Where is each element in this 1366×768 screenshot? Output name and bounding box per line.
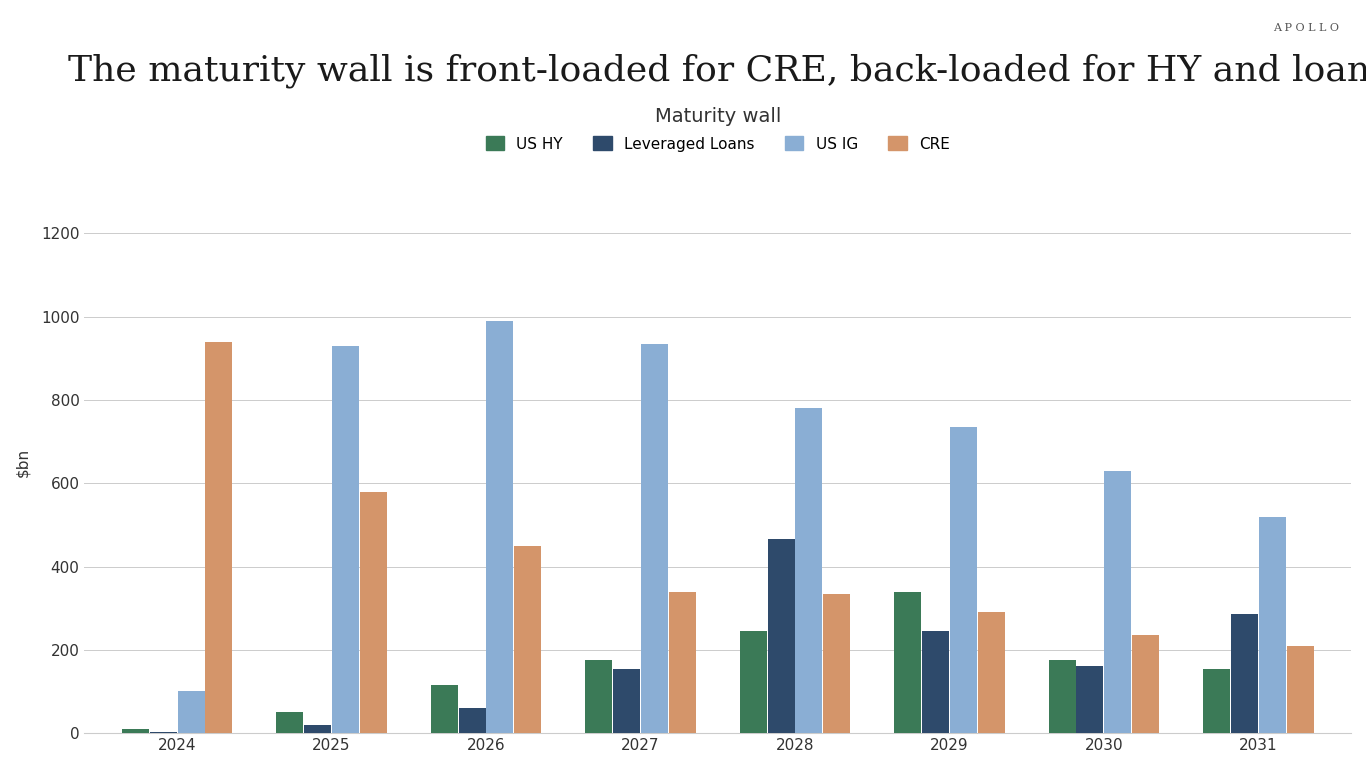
Bar: [1049, 660, 1075, 733]
Bar: [895, 591, 921, 733]
Bar: [740, 631, 766, 733]
Bar: [459, 708, 486, 733]
Legend: US HY, Leveraged Loans, US IG, CRE: US HY, Leveraged Loans, US IG, CRE: [478, 129, 958, 159]
Bar: [824, 594, 850, 733]
Bar: [1132, 635, 1160, 733]
Bar: [1258, 517, 1285, 733]
Bar: [1104, 471, 1131, 733]
Bar: [178, 691, 205, 733]
Bar: [276, 712, 303, 733]
Bar: [359, 492, 387, 733]
Bar: [1287, 646, 1314, 733]
Bar: [486, 321, 514, 733]
Bar: [613, 669, 641, 733]
Bar: [585, 660, 612, 733]
Text: The maturity wall is front-loaded for CRE, back-loaded for HY and loans, and fla: The maturity wall is front-loaded for CR…: [68, 54, 1366, 88]
Y-axis label: $bn: $bn: [15, 448, 30, 477]
Bar: [978, 612, 1004, 733]
Bar: [205, 342, 232, 733]
Bar: [1076, 667, 1104, 733]
Title: Maturity wall: Maturity wall: [654, 108, 781, 126]
Bar: [768, 539, 795, 733]
Bar: [1231, 614, 1258, 733]
Text: A P O L L O: A P O L L O: [1273, 23, 1339, 33]
Bar: [1203, 669, 1231, 733]
Bar: [669, 591, 695, 733]
Bar: [949, 427, 977, 733]
Bar: [305, 725, 331, 733]
Bar: [641, 343, 668, 733]
Bar: [514, 546, 541, 733]
Bar: [922, 631, 949, 733]
Bar: [430, 685, 458, 733]
Bar: [795, 409, 822, 733]
Bar: [122, 729, 149, 733]
Bar: [332, 346, 359, 733]
